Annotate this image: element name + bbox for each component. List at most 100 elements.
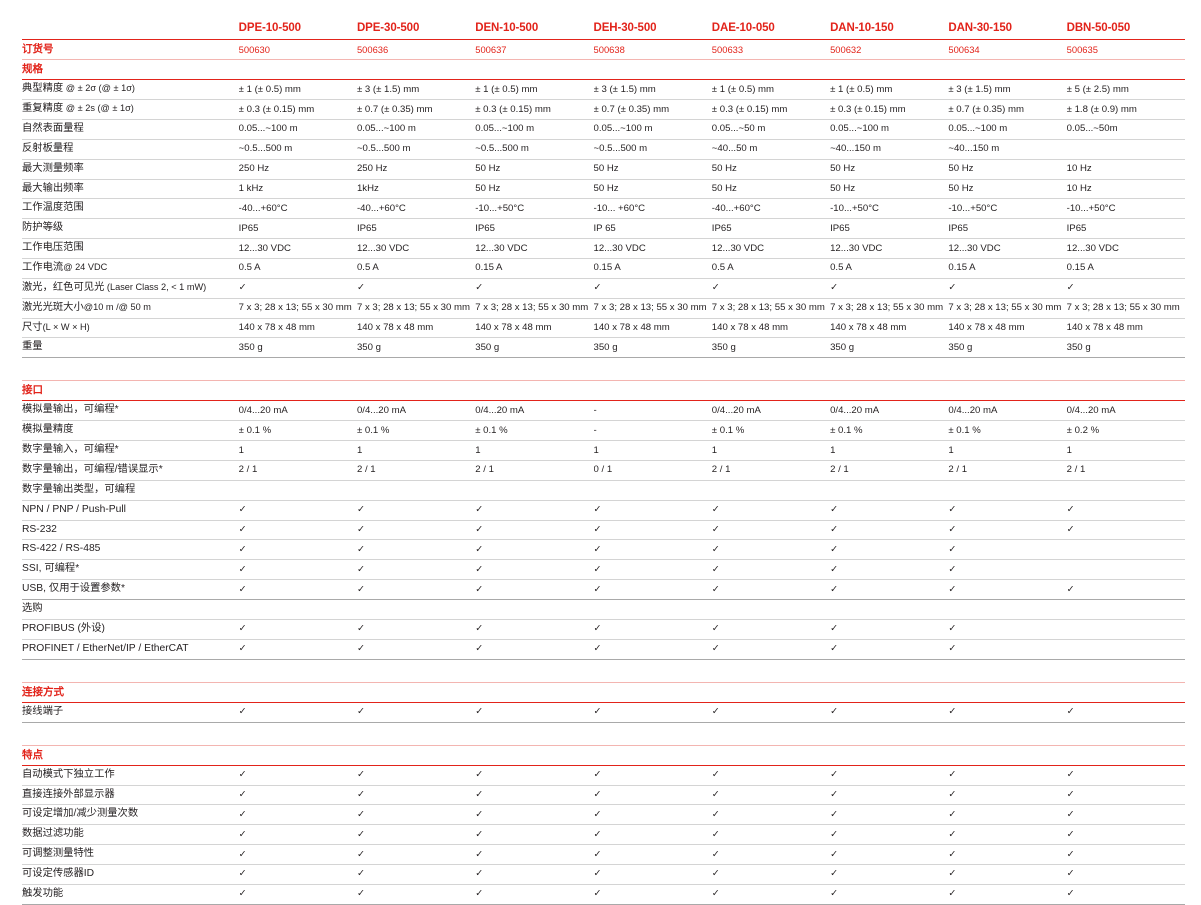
feature-check-icon: ✓ <box>238 844 357 865</box>
cell-value: -10... +60°C <box>593 198 712 220</box>
cell-value <box>711 599 831 620</box>
row-label-main: 接线端子 <box>22 705 64 717</box>
cell-value: ± 0.2 % <box>1066 420 1185 442</box>
section-title: 连接方式 <box>22 681 239 703</box>
cell-value: 7 x 3; 28 x 13; 55 x 30 mm <box>356 298 476 319</box>
table-row: NPN / PNP / Push-Pull ✓ ✓ ✓ ✓ ✓ ✓ ✓ ✓ <box>22 500 1185 521</box>
section-heading-spacer <box>356 59 476 81</box>
feature-check-icon: ✓ <box>475 884 594 905</box>
section-heading-spacer <box>830 380 949 402</box>
feature-check-icon: ✓ <box>830 844 949 865</box>
table-row: 激光，红色可见光 (Laser Class 2, < 1 mW) ✓ ✓ ✓ ✓ ✓ ✓ ✓ ✓ <box>22 278 1185 299</box>
feature-check-icon: ✓ <box>593 278 712 299</box>
order-number-row: 订货号 500630 500636 500637 500638 500633 500632 5… <box>22 38 1185 61</box>
row-label-main: 重复精度 <box>22 103 64 115</box>
cell-value: 50 Hz <box>593 159 712 180</box>
cell-value: 0.05...~100 m <box>948 119 1067 140</box>
cell-value: 350 g <box>356 337 476 359</box>
cell-value: 7 x 3; 28 x 13; 55 x 30 mm <box>1066 298 1185 319</box>
table-row: 工作电压范围 12...30 VDC 12...30 VDC 12...30 VDC 1… <box>22 238 1185 259</box>
feature-check-icon: ✓ <box>948 884 1067 905</box>
section-heading-spacer <box>830 681 949 703</box>
feature-check-icon: ✓ <box>1066 844 1185 865</box>
feature-check-icon: ✓ <box>830 520 949 541</box>
section-heading-row: 连接方式 <box>22 681 1185 703</box>
feature-check-icon: ✓ <box>356 844 476 865</box>
row-label-detail: @ ± 2s (@ ± 1σ) <box>63 103 134 114</box>
cell-value: 12...30 VDC <box>830 238 949 259</box>
cell-value: 2 / 1 <box>356 460 476 481</box>
feature-empty <box>1066 539 1185 561</box>
section-heading-spacer <box>238 681 357 703</box>
row-label: NPN / PNP / Push-Pull <box>22 500 239 521</box>
order-number-label: 订货号 <box>22 38 239 61</box>
row-label: 模拟量输出，可编程* <box>22 400 239 422</box>
cell-value: 0.15 A <box>475 258 594 279</box>
cell-value: 350 g <box>593 337 712 359</box>
table-row: 选购 <box>22 599 1185 620</box>
row-label-main: RS-422 / RS-485 <box>22 543 101 555</box>
row-label-main: 可设定传感器ID <box>22 867 95 879</box>
feature-check-icon: ✓ <box>948 278 1067 299</box>
section-heading-spacer <box>1066 59 1185 81</box>
cell-value: 0.15 A <box>593 258 712 279</box>
cell-value: 2 / 1 <box>830 460 949 481</box>
row-label-main: NPN / PNP / Push-Pull <box>22 503 126 515</box>
section-gap <box>22 358 1185 381</box>
section-gap <box>22 722 1185 745</box>
feature-check-icon: ✓ <box>238 864 357 885</box>
cell-value: ± 1 (± 0.5) mm <box>238 79 357 101</box>
feature-check-icon: ✓ <box>475 785 594 806</box>
feature-check-icon: ✓ <box>948 785 1067 806</box>
section-heading-spacer <box>356 380 476 402</box>
cell-value <box>593 480 712 501</box>
spec-sheet: DPE-10-500 DPE-30-500 DEN-10-500 DEH-30-500… <box>22 22 1185 905</box>
feature-check-icon: ✓ <box>593 639 712 660</box>
order-number-value: 500632 <box>830 38 949 61</box>
feature-check-icon: ✓ <box>830 278 949 299</box>
row-label: 可设定增加/减少测量次数 <box>22 804 239 826</box>
feature-check-icon: ✓ <box>475 619 594 640</box>
table-row: 工作温度范围 -40...+60°C -40...+60°C -10...+50°C -… <box>22 198 1185 220</box>
feature-check-icon: ✓ <box>711 804 831 826</box>
cell-value: 350 g <box>1066 337 1185 359</box>
cell-value: ± 0.7 (± 0.35) mm <box>356 99 476 120</box>
cell-value: 7 x 3; 28 x 13; 55 x 30 mm <box>593 298 712 319</box>
cell-value: 0.05...~100 m <box>475 119 594 140</box>
feature-check-icon: ✓ <box>948 804 1067 826</box>
row-label: 数据过滤功能 <box>22 824 239 846</box>
section-heading-spacer <box>238 59 357 81</box>
feature-check-icon: ✓ <box>711 539 831 561</box>
row-label: 自然表面量程 <box>22 119 239 140</box>
cell-value: 0.15 A <box>1066 258 1185 279</box>
feature-check-icon: ✓ <box>711 785 831 806</box>
cell-value: ± 3 (± 1.5) mm <box>593 79 712 101</box>
feature-check-icon: ✓ <box>593 500 712 521</box>
feature-check-icon: ✓ <box>1066 864 1185 885</box>
row-label: 工作电流@ 24 VDC <box>22 258 239 279</box>
row-label-main: 数字量输出，可编程/错误显示* <box>22 463 163 475</box>
cell-value: 0/4...20 mA <box>948 400 1067 422</box>
cell-value: 0/4...20 mA <box>475 400 594 422</box>
cell-value: 350 g <box>475 337 594 359</box>
row-label: 反射板量程 <box>22 139 239 160</box>
row-label-detail: @ ± 2σ (@ ± 1σ) <box>63 83 135 94</box>
feature-check-icon: ✓ <box>238 559 357 581</box>
row-label: 防护等级 <box>22 218 239 240</box>
feature-check-icon: ✓ <box>948 824 1067 846</box>
table-row: 数据过滤功能 ✓ ✓ ✓ ✓ ✓ ✓ ✓ ✓ <box>22 824 1185 846</box>
feature-empty <box>1066 639 1185 660</box>
feature-check-icon: ✓ <box>711 824 831 846</box>
cell-value: 140 x 78 x 48 mm <box>356 318 476 339</box>
cell-value: 250 Hz <box>356 159 476 180</box>
row-label: RS-232 <box>22 520 239 541</box>
cell-value: 7 x 3; 28 x 13; 55 x 30 mm <box>948 298 1067 319</box>
cell-value: 350 g <box>238 337 357 359</box>
cell-value: ± 0.7 (± 0.35) mm <box>593 99 712 120</box>
cell-value: 140 x 78 x 48 mm <box>830 318 949 339</box>
column-header-row: DPE-10-500 DPE-30-500 DEN-10-500 DEH-30-500… <box>22 22 1185 40</box>
row-label: 工作温度范围 <box>22 198 239 220</box>
section-heading-spacer <box>593 380 712 402</box>
